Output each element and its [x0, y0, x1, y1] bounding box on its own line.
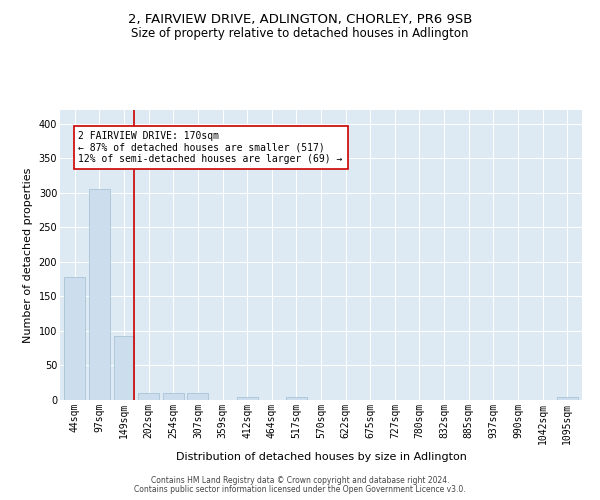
Text: 2 FAIRVIEW DRIVE: 170sqm
← 87% of detached houses are smaller (517)
12% of semi-: 2 FAIRVIEW DRIVE: 170sqm ← 87% of detach… [79, 130, 343, 164]
Text: Contains HM Land Registry data © Crown copyright and database right 2024.: Contains HM Land Registry data © Crown c… [151, 476, 449, 485]
Bar [236, 397, 257, 400]
Bar [187, 393, 208, 400]
X-axis label: Distribution of detached houses by size in Adlington: Distribution of detached houses by size … [176, 452, 466, 462]
Bar [138, 393, 159, 400]
Text: Contains public sector information licensed under the Open Government Licence v3: Contains public sector information licen… [134, 484, 466, 494]
Bar [557, 397, 578, 400]
Text: 2, FAIRVIEW DRIVE, ADLINGTON, CHORLEY, PR6 9SB: 2, FAIRVIEW DRIVE, ADLINGTON, CHORLEY, P… [128, 12, 472, 26]
Text: Size of property relative to detached houses in Adlington: Size of property relative to detached ho… [131, 28, 469, 40]
Bar [89, 190, 110, 400]
Bar [286, 396, 307, 400]
Y-axis label: Number of detached properties: Number of detached properties [23, 168, 33, 342]
Bar [64, 277, 85, 400]
Bar [113, 336, 134, 400]
Bar [163, 393, 184, 400]
